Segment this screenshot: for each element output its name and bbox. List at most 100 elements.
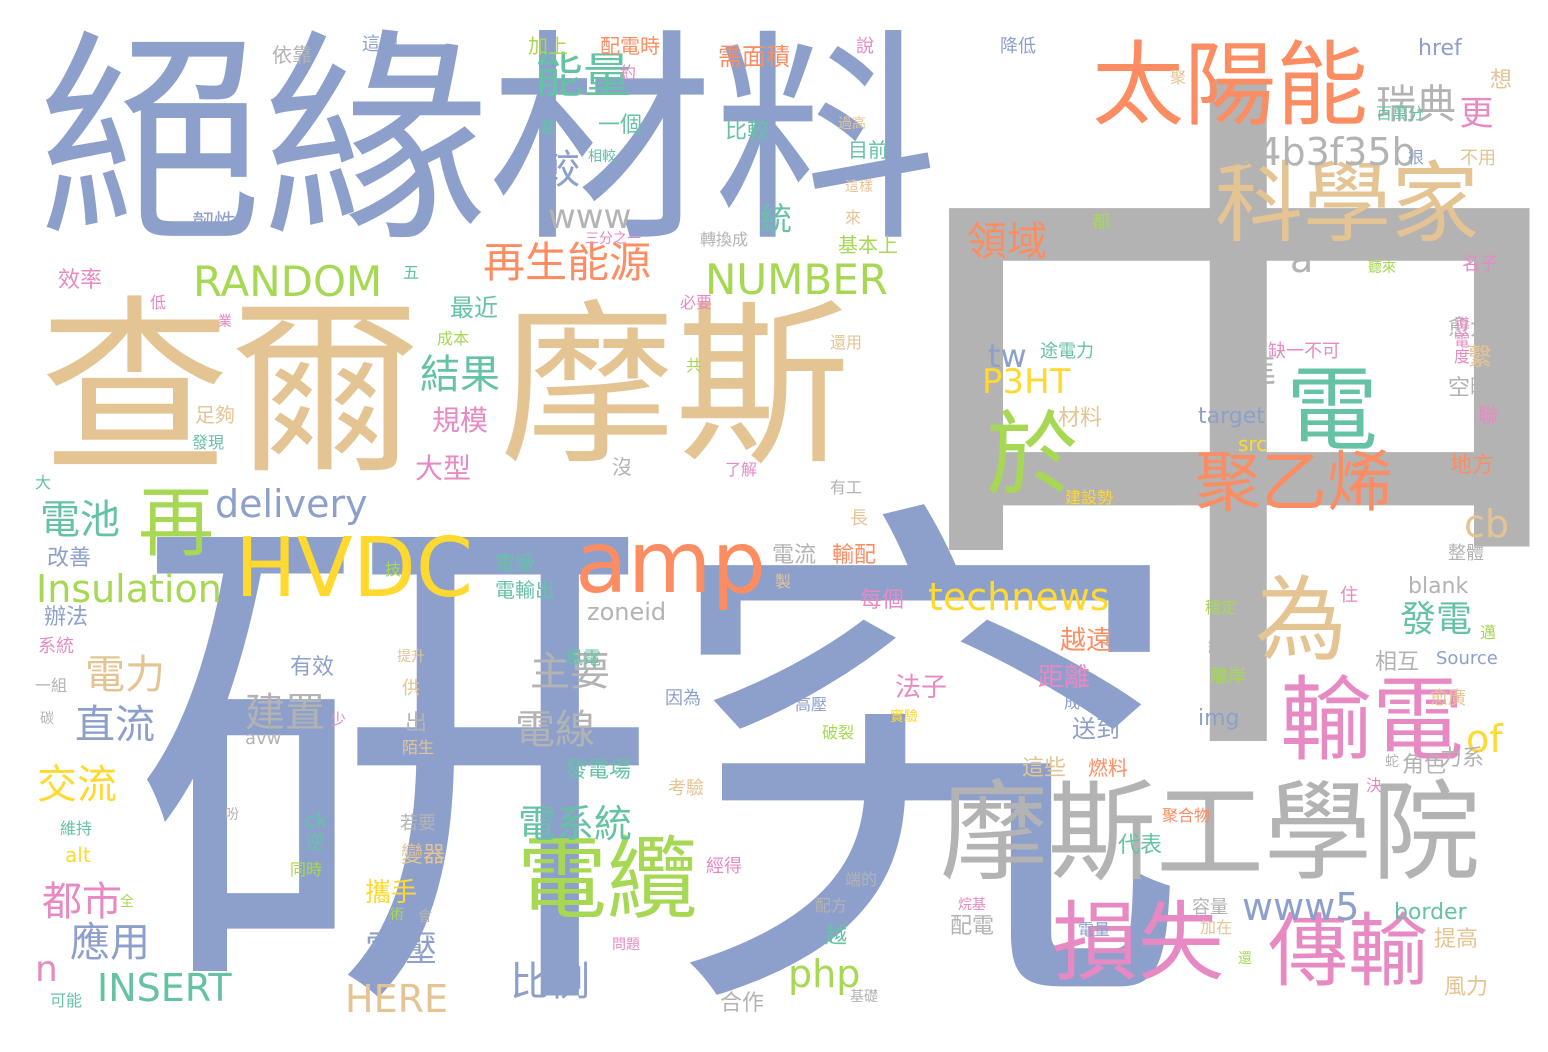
word-194: 還: [1238, 951, 1252, 967]
word-79: 繫: [1468, 343, 1492, 371]
word-104: 角色: [1402, 753, 1447, 778]
word-184: 逆: [305, 830, 325, 854]
word-156: 了解: [725, 460, 758, 479]
word-168: 來: [845, 208, 862, 227]
word-134: 同時: [290, 860, 323, 879]
word-113: target: [1198, 404, 1265, 429]
word-82: 地方: [1450, 453, 1495, 478]
word-163: 業: [218, 314, 232, 330]
word-109: 考驗: [668, 778, 704, 799]
word-34: 結果: [420, 352, 500, 398]
word-96: 改善: [47, 546, 92, 571]
word-190: 問題: [612, 937, 640, 953]
word-90: 電流: [772, 543, 817, 568]
word-169: 這樣: [845, 179, 873, 195]
word-52: of: [1466, 717, 1503, 761]
word-47: 電壓: [365, 929, 438, 970]
word-24: NUMBER: [705, 255, 888, 304]
word-199: 吩: [225, 807, 239, 823]
word-7: 科學家: [1215, 152, 1480, 255]
word-39: 發電: [1400, 599, 1473, 640]
word-66: 加上: [528, 34, 568, 58]
word-116: img: [1198, 706, 1240, 731]
word-133: 若要: [400, 813, 436, 834]
word-152: 聚合物: [1162, 806, 1211, 825]
word-87: 發現: [192, 433, 225, 452]
word-4: 摩斯: [500, 286, 850, 489]
word-15: 電纜: [517, 827, 697, 932]
word-197: 決: [1366, 776, 1383, 795]
word-64: 基本上: [838, 233, 898, 257]
word-6: 太陽能: [1092, 32, 1369, 139]
word-170: 都: [1092, 212, 1110, 233]
word-158: 提升: [397, 649, 425, 665]
word-42: 建置: [245, 690, 325, 736]
word-108: 發電場: [565, 758, 632, 783]
word-57: 大型: [415, 452, 472, 485]
word-23: RANDOM: [193, 257, 383, 306]
word-132: 維持: [60, 819, 93, 838]
word-8: 電: [1286, 357, 1379, 464]
word-11: 輸電: [1280, 667, 1465, 774]
word-141: 離岸: [1210, 666, 1246, 687]
word-148: 陌生: [402, 738, 435, 757]
word-0: 中: [880, 16, 1548, 854]
word-142: 相互: [1375, 650, 1420, 675]
word-106: 燃料: [1088, 756, 1128, 780]
word-61: 比較: [725, 119, 770, 144]
word-185: 變器: [401, 843, 446, 868]
word-143: 愈廣: [1430, 688, 1466, 709]
word-94: 風電: [565, 648, 601, 669]
word-1: 研究: [130, 461, 1190, 1052]
word-178: 還用: [830, 333, 863, 352]
word-123: 代表: [1118, 833, 1163, 858]
word-129: 風力: [1444, 975, 1489, 1000]
word-38: 主要: [530, 649, 610, 695]
word-16: HVDC: [235, 521, 474, 616]
word-183: 內: [1132, 894, 1150, 915]
word-154: 有工: [830, 478, 863, 497]
word-58: 規模: [432, 404, 489, 437]
word-175: 約: [620, 63, 637, 82]
word-191: 基礎: [850, 989, 878, 1005]
word-48: 比例: [510, 959, 590, 1005]
word-110: 材料: [1058, 406, 1103, 431]
word-63: 統: [760, 200, 793, 238]
word-118: Source: [1436, 648, 1498, 669]
word-20: 瑞典: [1376, 82, 1456, 128]
word-157: 沒: [612, 455, 632, 479]
word-102: 越遠: [1060, 626, 1113, 656]
word-186: 經得: [706, 856, 742, 877]
word-93: zoneid: [587, 598, 667, 626]
word-161: 大: [35, 473, 52, 492]
word-86: 足夠: [195, 403, 235, 427]
word-155: 長: [850, 508, 868, 529]
word-171: 過高: [838, 116, 866, 132]
word-149: 因為: [665, 688, 701, 709]
word-27: Insulation: [36, 567, 222, 611]
word-9: 於: [986, 402, 1079, 509]
word-128: 提高: [1434, 927, 1479, 952]
word-78: 導電度: [1451, 316, 1470, 364]
word-45: 都市: [42, 879, 122, 925]
word-164: 五: [403, 263, 420, 282]
word-127: 容量: [1192, 897, 1228, 918]
word-5: 摩斯工學院: [940, 771, 1481, 896]
word-135: 配方: [815, 896, 848, 915]
word-12: 為: [1255, 567, 1348, 674]
word-32: P3HT: [982, 362, 1071, 402]
word-101: 距離: [1038, 663, 1091, 693]
word-59: 最近: [450, 294, 498, 322]
word-107: 不過: [868, 778, 913, 803]
word-56: n: [35, 949, 58, 990]
word-166: 轉換成: [700, 230, 749, 249]
word-84: 韌性: [192, 211, 237, 236]
word-147: 供: [402, 678, 420, 699]
word-76: 名子: [1462, 254, 1498, 275]
word-99: 有效: [290, 655, 335, 680]
word-40: 電力: [85, 652, 165, 698]
word-69: 這個: [362, 34, 398, 55]
word-53: a: [1290, 237, 1314, 281]
word-30: HERE: [345, 977, 448, 1021]
word-21: a4b3f35b: [1234, 130, 1416, 174]
